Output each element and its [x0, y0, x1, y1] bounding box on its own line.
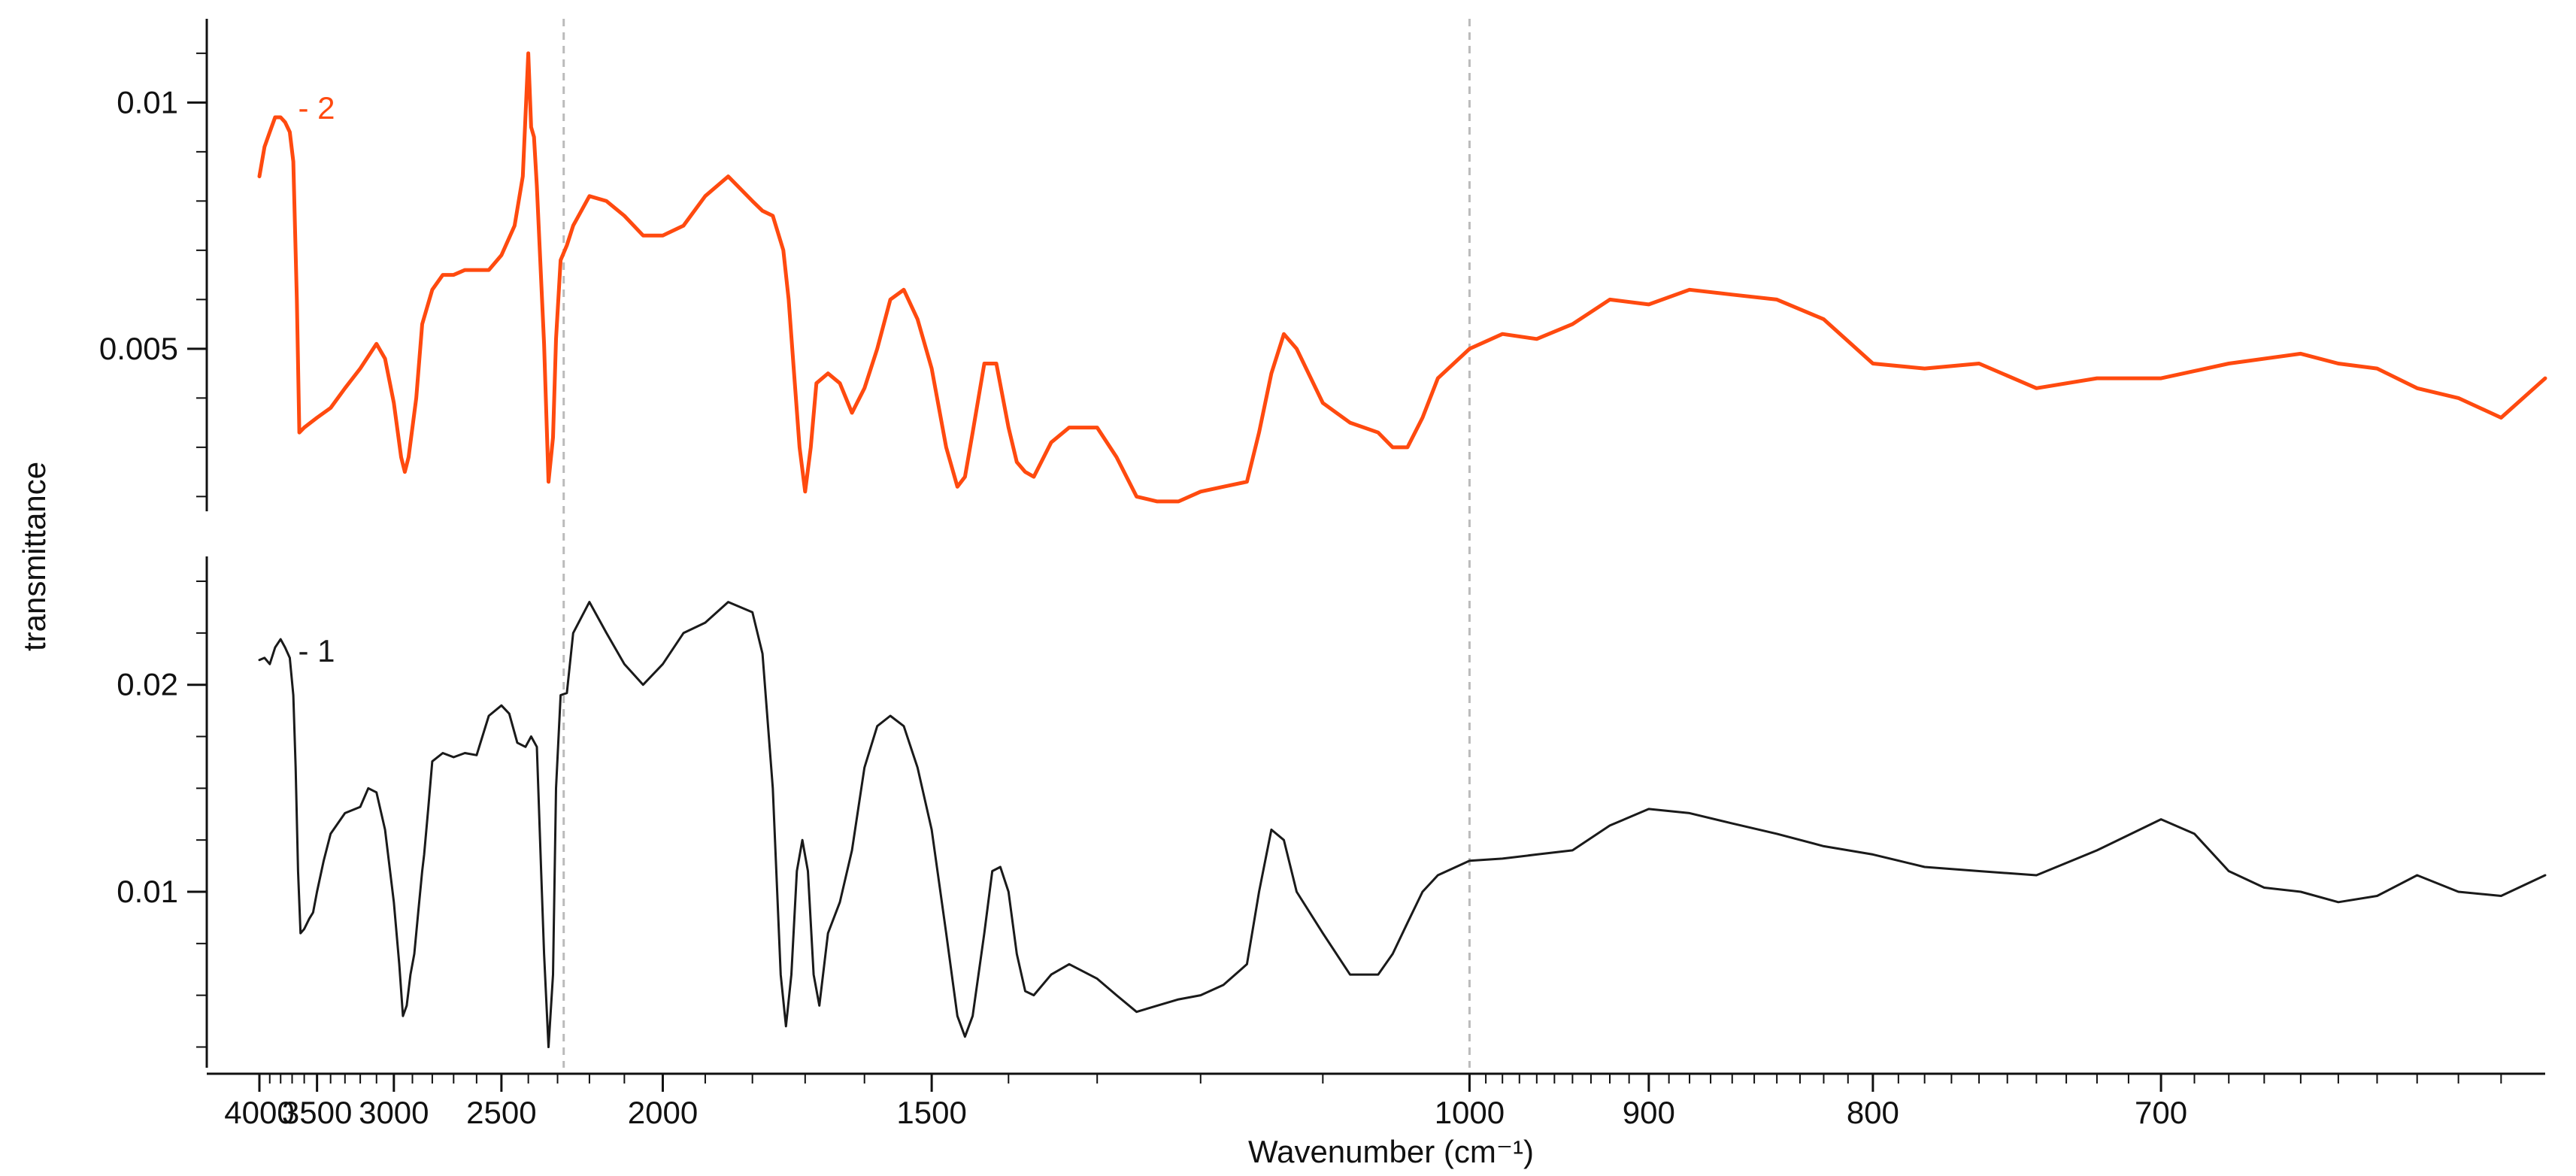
series-line-1 [258, 601, 2547, 1048]
x-tick-label: 4000 [224, 1095, 294, 1130]
series-line-2 [257, 51, 2547, 504]
x-tick-label: 700 [2135, 1095, 2187, 1130]
x-tick-label: 900 [1623, 1095, 1675, 1130]
x-tick-label: 2500 [466, 1095, 536, 1130]
x-tick-label: 3500 [282, 1095, 352, 1130]
reference-lines [562, 19, 1471, 1068]
series-label-1: - 1 [298, 633, 335, 668]
x-tick-label: 3000 [359, 1095, 429, 1130]
x-tick-label: 800 [1847, 1095, 1899, 1130]
labels: - 2 - 1 [298, 90, 335, 668]
y-tick-label: 0.01 [117, 874, 178, 909]
x-axis-title: Wavenumber (cm⁻¹) [1248, 1134, 1534, 1169]
series-label-2: - 2 [298, 90, 335, 126]
y-axis-title: transmittance [17, 462, 52, 651]
y-tick-label: 0.005 [99, 331, 178, 366]
y-tick-label: 0.02 [117, 667, 178, 702]
y-tick-label: 0.01 [117, 84, 178, 120]
x-tick-label: 1000 [1435, 1095, 1505, 1130]
x-tick-label: 2000 [628, 1095, 698, 1130]
series-lines [257, 51, 2547, 1048]
x-tick-label: 1500 [896, 1095, 966, 1130]
